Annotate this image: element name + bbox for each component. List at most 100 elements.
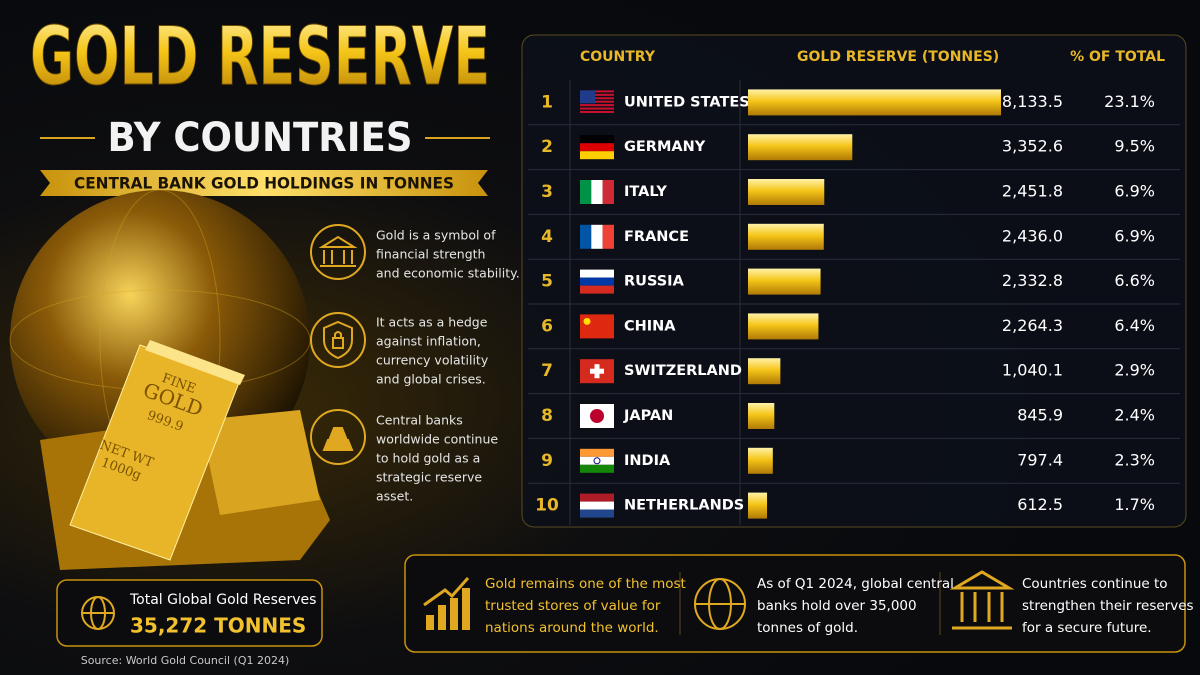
flag bbox=[580, 269, 614, 294]
flag-part bbox=[580, 151, 614, 160]
country-name: GERMANY bbox=[624, 139, 706, 155]
table-row: 7 SWITZERLAND 1,040.1 2.9% bbox=[528, 348, 1180, 385]
flag-part bbox=[580, 90, 614, 93]
fact-text: and economic stability. bbox=[376, 266, 520, 281]
share-value: 9.5% bbox=[1114, 137, 1155, 156]
note-text: banks hold over 35,000 bbox=[757, 598, 917, 614]
fact-text: against inflation, bbox=[376, 334, 481, 349]
note-text: Gold remains one of the most bbox=[485, 576, 686, 592]
gold-bar bbox=[145, 340, 245, 385]
country-name: RUSSIA bbox=[624, 274, 685, 290]
flag-part bbox=[580, 285, 614, 294]
fact-text: and global crises. bbox=[376, 372, 486, 387]
reserve-value: 3,352.6 bbox=[1002, 137, 1063, 156]
rank: 7 bbox=[541, 361, 553, 381]
reserve-bar bbox=[748, 313, 819, 340]
fact-text: financial strength bbox=[376, 247, 485, 262]
rank: 5 bbox=[541, 272, 553, 292]
flag-part bbox=[602, 224, 614, 249]
shield-icon bbox=[323, 320, 353, 360]
globe bbox=[10, 190, 310, 490]
rank: 10 bbox=[535, 496, 559, 516]
total-box bbox=[56, 579, 323, 647]
column-header: COUNTRY bbox=[580, 49, 656, 65]
flag bbox=[580, 180, 614, 204]
rank: 6 bbox=[541, 316, 553, 336]
table-row: 5 RUSSIA 2,332.8 6.6% bbox=[528, 258, 1180, 295]
flag-part bbox=[580, 90, 595, 104]
growth-icon bbox=[423, 577, 470, 630]
flag-part bbox=[580, 224, 592, 249]
flag-part bbox=[580, 93, 614, 96]
reserve-value: 797.4 bbox=[1017, 450, 1063, 469]
fact-text: to hold gold as a bbox=[376, 451, 480, 466]
bank-icon bbox=[949, 570, 1015, 630]
flag-part bbox=[590, 409, 604, 423]
table-row: 8 JAPAN 845.9 2.4% bbox=[528, 393, 1180, 429]
rank: 1 bbox=[541, 92, 553, 112]
rank: 4 bbox=[541, 227, 553, 247]
reserve-value: 2,436.0 bbox=[1002, 226, 1063, 245]
country-name: JAPAN bbox=[623, 408, 673, 424]
note-text: for a secure future. bbox=[1022, 620, 1152, 636]
globe-icon bbox=[694, 578, 746, 630]
table-rows: 1 UNITED STATES 8,133.5 23.1% 2 GERMANY 3,352.… bbox=[528, 89, 1180, 519]
flag-part bbox=[580, 97, 614, 100]
fact-text: asset. bbox=[376, 489, 413, 504]
flag-part bbox=[590, 368, 604, 374]
reserve-value: 2,332.8 bbox=[1002, 271, 1063, 290]
reserve-value: 8,133.5 bbox=[1002, 92, 1063, 111]
note-text: As of Q1 2024, global central bbox=[757, 576, 954, 592]
table-panel bbox=[521, 34, 1187, 528]
reserve-value: 2,264.3 bbox=[1002, 316, 1063, 335]
total-value: 35,272 TONNES bbox=[130, 614, 306, 638]
flag-part bbox=[580, 493, 614, 502]
note-text: Countries continue to bbox=[1022, 576, 1168, 592]
share-value: 2.9% bbox=[1114, 361, 1155, 380]
reserve-bar bbox=[748, 358, 781, 385]
flag-part bbox=[583, 317, 591, 325]
flag bbox=[580, 135, 614, 160]
flag-part bbox=[580, 180, 592, 204]
country-name: INDIA bbox=[624, 453, 671, 469]
flag-part bbox=[580, 456, 614, 465]
reserve-value: 845.9 bbox=[1017, 406, 1063, 425]
share-value: 6.4% bbox=[1114, 316, 1155, 335]
rank: 9 bbox=[541, 451, 553, 471]
bank-icon bbox=[318, 235, 358, 267]
flag bbox=[580, 224, 614, 249]
share-value: 6.9% bbox=[1114, 226, 1155, 245]
flag bbox=[580, 90, 614, 113]
flag-part bbox=[580, 314, 614, 339]
country-name: SWITZERLAND bbox=[624, 363, 742, 379]
ribbon bbox=[40, 170, 488, 196]
fact-text: worldwide continue bbox=[376, 432, 498, 447]
country-name: ITALY bbox=[624, 184, 667, 200]
flag-part bbox=[580, 448, 614, 457]
flag-part bbox=[580, 509, 614, 518]
flag-part bbox=[580, 107, 614, 110]
share-value: 6.6% bbox=[1114, 271, 1155, 290]
table-row: 2 GERMANY 3,352.6 9.5% bbox=[528, 124, 1180, 161]
table-row: 9 INDIA 797.4 2.3% bbox=[528, 437, 1180, 474]
fact-text: Central banks bbox=[376, 413, 463, 428]
subtitle: BY COUNTRIES bbox=[108, 115, 413, 161]
note-text: strengthen their reserves bbox=[1022, 598, 1194, 614]
gold-icon bbox=[322, 427, 354, 451]
table-row: 3 ITALY 2,451.8 6.9% bbox=[528, 169, 1180, 205]
flag bbox=[580, 448, 614, 473]
flag-part bbox=[580, 501, 614, 510]
reserve-bar bbox=[748, 179, 825, 205]
reserve-value: 1,040.1 bbox=[1002, 361, 1063, 380]
flag-part bbox=[591, 224, 603, 249]
reserve-bar bbox=[748, 447, 773, 474]
flag-part bbox=[580, 100, 614, 103]
flag bbox=[580, 359, 614, 384]
flag-part bbox=[580, 277, 614, 286]
rank: 2 bbox=[541, 137, 553, 157]
reserve-bar bbox=[748, 268, 821, 295]
flag-part bbox=[580, 104, 614, 107]
icon-circle bbox=[310, 409, 366, 465]
icon-circle bbox=[310, 224, 366, 280]
